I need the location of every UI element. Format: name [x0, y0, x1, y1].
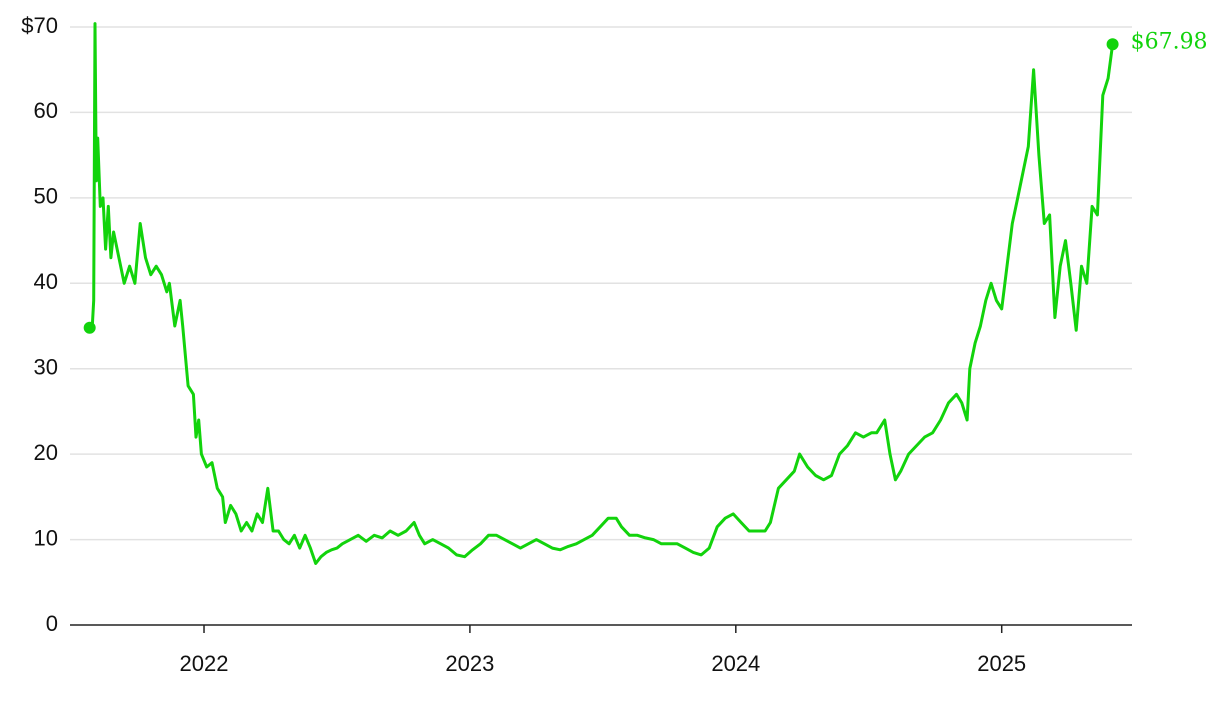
x-tick-label: 2024	[711, 651, 760, 676]
y-tick-label: 50	[34, 184, 58, 209]
x-tick-label: 2025	[977, 651, 1026, 676]
y-tick-label: 30	[34, 355, 58, 380]
end-value-label: $67.98	[1131, 29, 1208, 54]
y-tick-label: $70	[21, 13, 58, 38]
start-dot	[83, 321, 96, 334]
y-tick-label: 20	[34, 440, 58, 465]
y-tick-label: 40	[34, 269, 58, 294]
x-tick-label: 2022	[180, 651, 229, 676]
x-tick-label: 2023	[445, 651, 494, 676]
price-line	[88, 22, 1115, 565]
y-tick-label: 0	[46, 611, 58, 636]
y-tick-label: 60	[34, 98, 58, 123]
y-tick-label: 10	[34, 525, 58, 550]
end-dot	[1106, 38, 1119, 51]
